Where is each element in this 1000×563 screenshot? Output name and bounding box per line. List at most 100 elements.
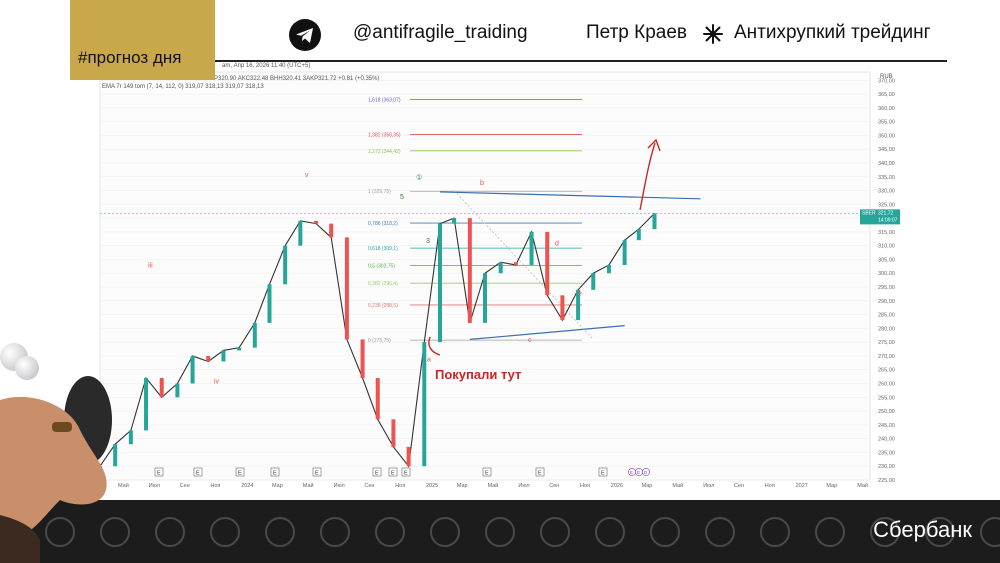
x-tick-label: Сен (180, 483, 190, 489)
x-tick-label: Мар (272, 483, 283, 489)
footer-ornament (320, 517, 350, 547)
project-name: Антихрупкий трейдинг (734, 22, 931, 43)
telegram-handle[interactable]: @antifragile_traiding (353, 22, 528, 43)
fib-level-label: 0 (275,75) (368, 338, 391, 344)
candle (467, 218, 472, 323)
fib-level-label: 0,618 (309,1) (368, 246, 398, 252)
x-tick-label: Мар (457, 483, 468, 489)
y-tick-label: 360,00 (878, 106, 895, 112)
fib-anchor-line (453, 190, 594, 340)
fib-level-label: 0,382 (296,4) (368, 281, 398, 287)
y-tick-label: 290,00 (878, 299, 895, 305)
event-marker-label: E (601, 471, 605, 477)
candle (576, 289, 581, 321)
candle (329, 223, 334, 238)
y-tick-label: 300,00 (878, 271, 895, 277)
event-marker-label: E (273, 471, 277, 477)
forecast-arrowhead (647, 138, 661, 152)
candle (560, 295, 565, 321)
footer-ornament (45, 517, 75, 547)
fib-level-label: 1,618 (363,07) (368, 97, 401, 103)
telegram-icon[interactable] (289, 19, 321, 51)
future-event-marker-label: D (644, 470, 648, 475)
tag-box (70, 0, 215, 80)
wave-label: a (427, 356, 431, 363)
footer-ornament (265, 517, 295, 547)
candle (652, 213, 657, 230)
x-tick-label: Ноя (395, 483, 405, 489)
event-marker (193, 467, 203, 477)
x-tick-label: 2025 (426, 483, 438, 489)
footer-ornament (870, 517, 900, 547)
fib-level-label: 0,236 (288,5) (368, 303, 398, 309)
candle (406, 446, 411, 467)
buy-annotation: Покупали тут (435, 367, 521, 382)
x-tick-label: Сен (364, 483, 374, 489)
candle (498, 262, 503, 274)
buy-zone-arrow (428, 336, 441, 356)
event-marker (270, 467, 280, 477)
x-tick-label: Июл (703, 483, 714, 489)
candle (237, 347, 242, 351)
countdown-label: 14:09:07 (878, 217, 898, 223)
y-tick-label: 295,00 (878, 285, 895, 291)
footer-ornament (760, 517, 790, 547)
wave-label: iv (214, 379, 220, 386)
header-divider (215, 60, 947, 62)
forecast-arrow (639, 142, 656, 211)
footer-ornament (375, 517, 405, 547)
event-marker (535, 467, 545, 477)
y-tick-label: 335,00 (878, 175, 895, 181)
author-name: Петр Краев (586, 22, 688, 43)
future-event-marker-label: Е (630, 470, 633, 475)
event-marker-label: E (404, 471, 408, 477)
y-tick-label: 330,00 (878, 189, 895, 195)
x-tick-label: Май (118, 482, 129, 489)
candle (391, 419, 396, 447)
event-marker (154, 467, 164, 477)
wave-label: e (578, 290, 582, 297)
y-tick-label: 275,00 (878, 340, 895, 346)
y-tick-label: 350,00 (878, 133, 895, 139)
y-tick-label: 280,00 (878, 326, 895, 332)
x-tick-label: 2026 (611, 483, 623, 489)
candle (529, 231, 534, 265)
wave-label: d (555, 241, 559, 248)
wave-label: 3 (426, 238, 430, 245)
future-event-marker (642, 468, 650, 476)
currency-label: RUB (880, 74, 893, 80)
footer-ornament (650, 517, 680, 547)
event-marker-label: E (538, 471, 542, 477)
y-tick-label: 305,00 (878, 257, 895, 263)
candle (252, 322, 257, 348)
y-tick-label: 355,00 (878, 120, 895, 126)
y-tick-label: 250,00 (878, 409, 895, 415)
fib-level-label: 0,786 (318,2) (368, 221, 398, 227)
y-tick-label: 310,00 (878, 244, 895, 250)
event-marker-label: E (157, 471, 161, 477)
candle (422, 342, 427, 467)
footer-ornament (100, 517, 130, 547)
y-tick-label: 325,00 (878, 202, 895, 208)
candle (283, 245, 288, 285)
event-marker (235, 467, 245, 477)
footer-ornament (595, 517, 625, 547)
footer-ornament (485, 517, 515, 547)
event-marker (312, 467, 322, 477)
candle (113, 444, 118, 467)
candle (159, 378, 164, 398)
candle (437, 223, 442, 343)
candle (128, 430, 133, 445)
x-tick-label: Июл (518, 483, 529, 489)
event-marker (401, 467, 411, 477)
candle (452, 218, 457, 224)
ohlc-line: KP320,90 AKC322,48 BHH320,41 3AKP321,72 … (210, 76, 379, 82)
y-tick-label: 260,00 (878, 382, 895, 388)
pearl (15, 356, 39, 380)
event-marker-label: E (315, 471, 319, 477)
candle (636, 229, 641, 241)
y-tick-label: 285,00 (878, 313, 895, 319)
x-tick-label: Сен (734, 483, 744, 489)
